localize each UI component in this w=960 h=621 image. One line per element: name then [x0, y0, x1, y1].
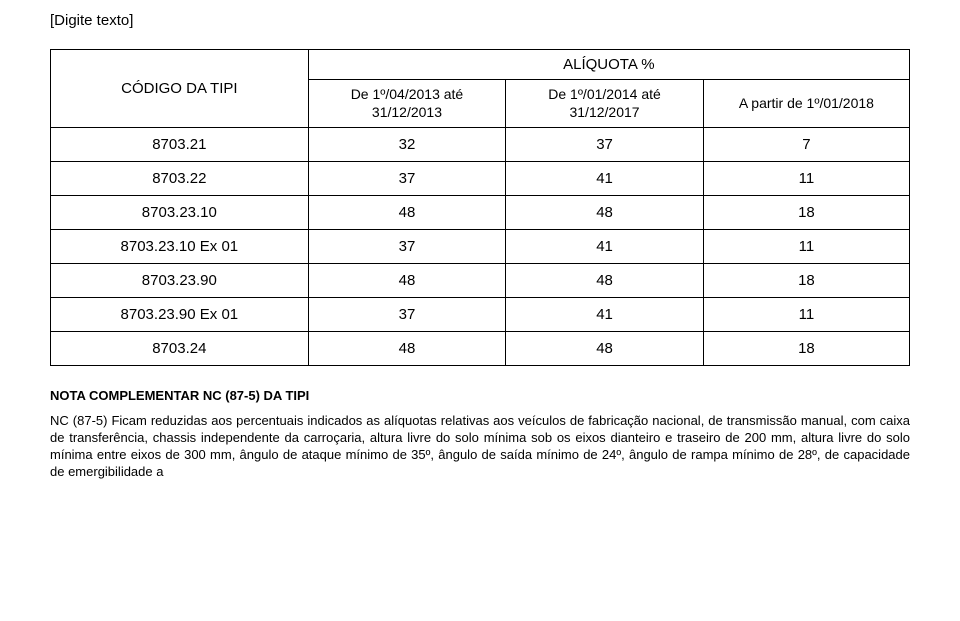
table-row: 8703.24484818 [51, 332, 910, 366]
cell-b: 41 [506, 298, 704, 332]
cell-c: 11 [703, 162, 909, 196]
note-body: NC (87-5) Ficam reduzidas aos percentuai… [50, 413, 910, 481]
cell-a: 48 [308, 332, 506, 366]
th-col-c: A partir de 1º/01/2018 [703, 80, 909, 128]
cell-a: 48 [308, 196, 506, 230]
cell-b: 41 [506, 230, 704, 264]
th-codigo: CÓDIGO DA TIPI [51, 50, 309, 128]
cell-a: 37 [308, 162, 506, 196]
aliquota-table: CÓDIGO DA TIPI ALÍQUOTA % De 1º/04/2013 … [50, 49, 910, 366]
th-col-a: De 1º/04/2013 até 31/12/2013 [308, 80, 506, 128]
cell-b: 48 [506, 332, 704, 366]
cell-a: 48 [308, 264, 506, 298]
cell-c: 18 [703, 264, 909, 298]
table-row: 8703.23.90 Ex 01374111 [51, 298, 910, 332]
cell-c: 11 [703, 298, 909, 332]
cell-a: 37 [308, 230, 506, 264]
note-title: NOTA COMPLEMENTAR NC (87-5) DA TIPI [50, 388, 910, 403]
cell-b: 48 [506, 196, 704, 230]
th-col-b: De 1º/01/2014 até 31/12/2017 [506, 80, 704, 128]
cell-a: 32 [308, 128, 506, 162]
cell-c: 11 [703, 230, 909, 264]
table-row: 8703.23.10484818 [51, 196, 910, 230]
cell-code: 8703.24 [51, 332, 309, 366]
cell-c: 18 [703, 196, 909, 230]
cell-code: 8703.23.90 [51, 264, 309, 298]
table-row: 8703.23.90484818 [51, 264, 910, 298]
cell-b: 37 [506, 128, 704, 162]
table-row: 8703.22374111 [51, 162, 910, 196]
cell-code: 8703.21 [51, 128, 309, 162]
cell-b: 41 [506, 162, 704, 196]
header-placeholder: [Digite texto] [50, 12, 910, 29]
cell-c: 7 [703, 128, 909, 162]
cell-code: 8703.23.10 [51, 196, 309, 230]
cell-code: 8703.23.90 Ex 01 [51, 298, 309, 332]
cell-code: 8703.22 [51, 162, 309, 196]
table-row: 8703.2132377 [51, 128, 910, 162]
cell-b: 48 [506, 264, 704, 298]
th-aliquota: ALÍQUOTA % [308, 50, 909, 80]
cell-code: 8703.23.10 Ex 01 [51, 230, 309, 264]
cell-c: 18 [703, 332, 909, 366]
table-row: 8703.23.10 Ex 01374111 [51, 230, 910, 264]
cell-a: 37 [308, 298, 506, 332]
